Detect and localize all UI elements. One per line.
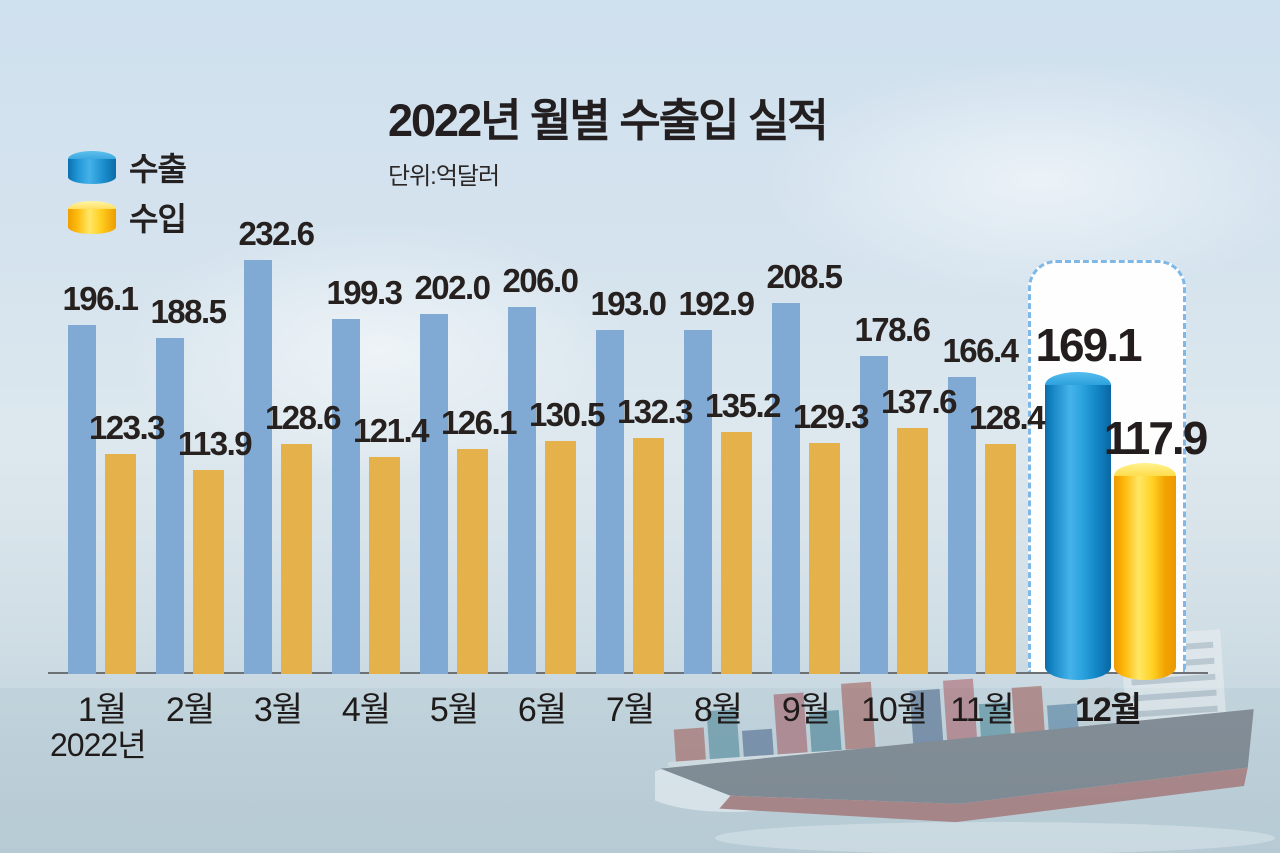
export-value-label: 193.0 [590,285,667,322]
export-value-label: 206.0 [502,262,579,299]
import-value-label: 135.2 [704,387,782,424]
import-bar [985,444,1016,674]
x-axis-year-label: 2022년 [50,727,147,763]
export-bar [156,338,184,674]
import-value-label: 132.3 [616,393,694,430]
export-bar [860,356,888,674]
import-bar [105,454,136,674]
import-bar [809,443,840,674]
month-label: 3월 [253,691,303,729]
import-bar [281,444,312,674]
import-value-label: 113.9 [177,425,253,462]
month-label: 5월 [429,691,479,729]
export-value-label: 178.6 [854,311,931,348]
import-bar [897,428,928,674]
export-bar [420,314,448,674]
import-bar [193,470,224,674]
month-label: 2월 [165,691,215,729]
legend-import-label: 수입 [129,201,187,237]
import-value-label: 128.4 [968,399,1046,436]
export-bar [508,307,536,674]
container-ship-image [655,628,1275,853]
month-label-december: 12월 [1074,691,1142,729]
legend-item-export: 수출 [68,144,187,190]
month-label: 11월 [950,691,1015,729]
export-value-label: 208.5 [766,258,843,295]
month-label: 10월 [860,691,928,729]
import-value-label: 129.3 [792,398,870,435]
import-value-label: 128.6 [264,399,342,436]
export-bar [244,260,272,674]
month-label: 9월 [781,691,831,729]
export-bar [332,319,360,674]
legend: 수출 수입 [68,144,187,244]
month-label: 1월 [77,691,127,729]
export-cylinder [1045,372,1111,680]
export-bar [596,330,624,674]
chart-title: 2022년 월별 수출입 실적 [388,95,829,146]
export-cylinder-icon [68,150,116,184]
export-value-label: 199.3 [326,274,403,311]
import-value-label: 123.3 [88,409,166,446]
export-value-label: 188.5 [150,293,227,330]
import-bar [633,438,664,674]
export-value-label: 192.9 [678,285,755,322]
export-bar [948,377,976,674]
legend-export-label: 수출 [129,151,187,187]
import-value-label: 130.5 [528,396,606,433]
export-value-label: 202.0 [414,269,491,306]
legend-item-import: 수입 [68,194,187,240]
import-value-label: 121.4 [352,412,430,449]
x-axis-line [48,672,1208,674]
export-bar [684,330,712,674]
import-value-label-highlight: 117.9 [1103,412,1209,464]
unit-label: 단위:억달러 [388,163,500,190]
month-label: 8월 [693,691,743,729]
export-bar [772,303,800,674]
export-value-label: 166.4 [942,332,1019,369]
export-bar [68,325,96,674]
import-value-label: 126.1 [440,404,518,441]
export-value-label: 196.1 [62,280,139,317]
import-value-label: 137.6 [880,383,958,420]
month-label: 4월 [341,691,391,729]
import-cylinder-icon [68,200,116,234]
import-bar [369,457,400,674]
export-value-label: 232.6 [238,215,315,252]
export-value-label-highlight: 169.1 [1035,319,1142,371]
import-bar [545,441,576,674]
month-label: 6월 [517,691,567,729]
month-label: 7월 [605,691,655,729]
title-block: 2022년 월별 수출입 실적 단위:억달러 [388,84,829,191]
import-bar [721,432,752,674]
import-bar [457,449,488,674]
import-cylinder [1114,463,1176,680]
